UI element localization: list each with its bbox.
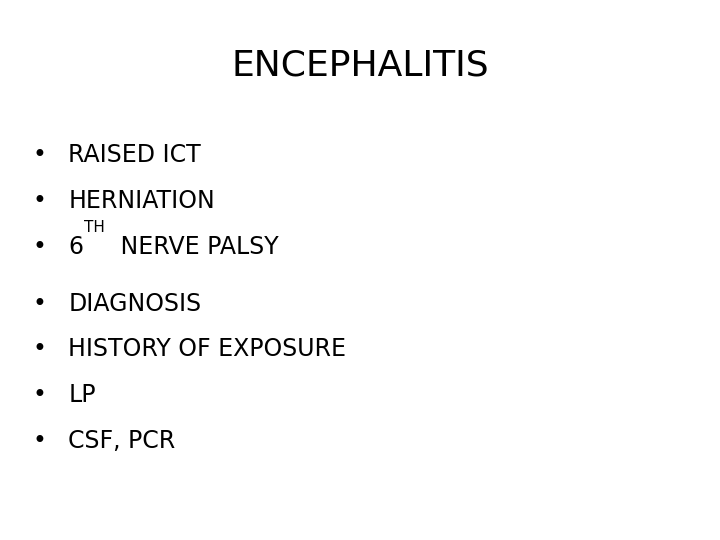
Text: •: • — [32, 338, 47, 361]
Text: DIAGNOSIS: DIAGNOSIS — [68, 292, 202, 315]
Text: HERNIATION: HERNIATION — [68, 189, 215, 213]
Text: 6: 6 — [68, 235, 84, 259]
Text: TH: TH — [84, 220, 105, 235]
Text: •: • — [32, 235, 47, 259]
Text: LP: LP — [68, 383, 96, 407]
Text: •: • — [32, 429, 47, 453]
Text: •: • — [32, 383, 47, 407]
Text: •: • — [32, 292, 47, 315]
Text: •: • — [32, 189, 47, 213]
Text: NERVE PALSY: NERVE PALSY — [113, 235, 279, 259]
Text: RAISED ICT: RAISED ICT — [68, 143, 201, 167]
Text: HISTORY OF EXPOSURE: HISTORY OF EXPOSURE — [68, 338, 346, 361]
Text: ENCEPHALITIS: ENCEPHALITIS — [231, 49, 489, 83]
Text: CSF, PCR: CSF, PCR — [68, 429, 176, 453]
Text: •: • — [32, 143, 47, 167]
